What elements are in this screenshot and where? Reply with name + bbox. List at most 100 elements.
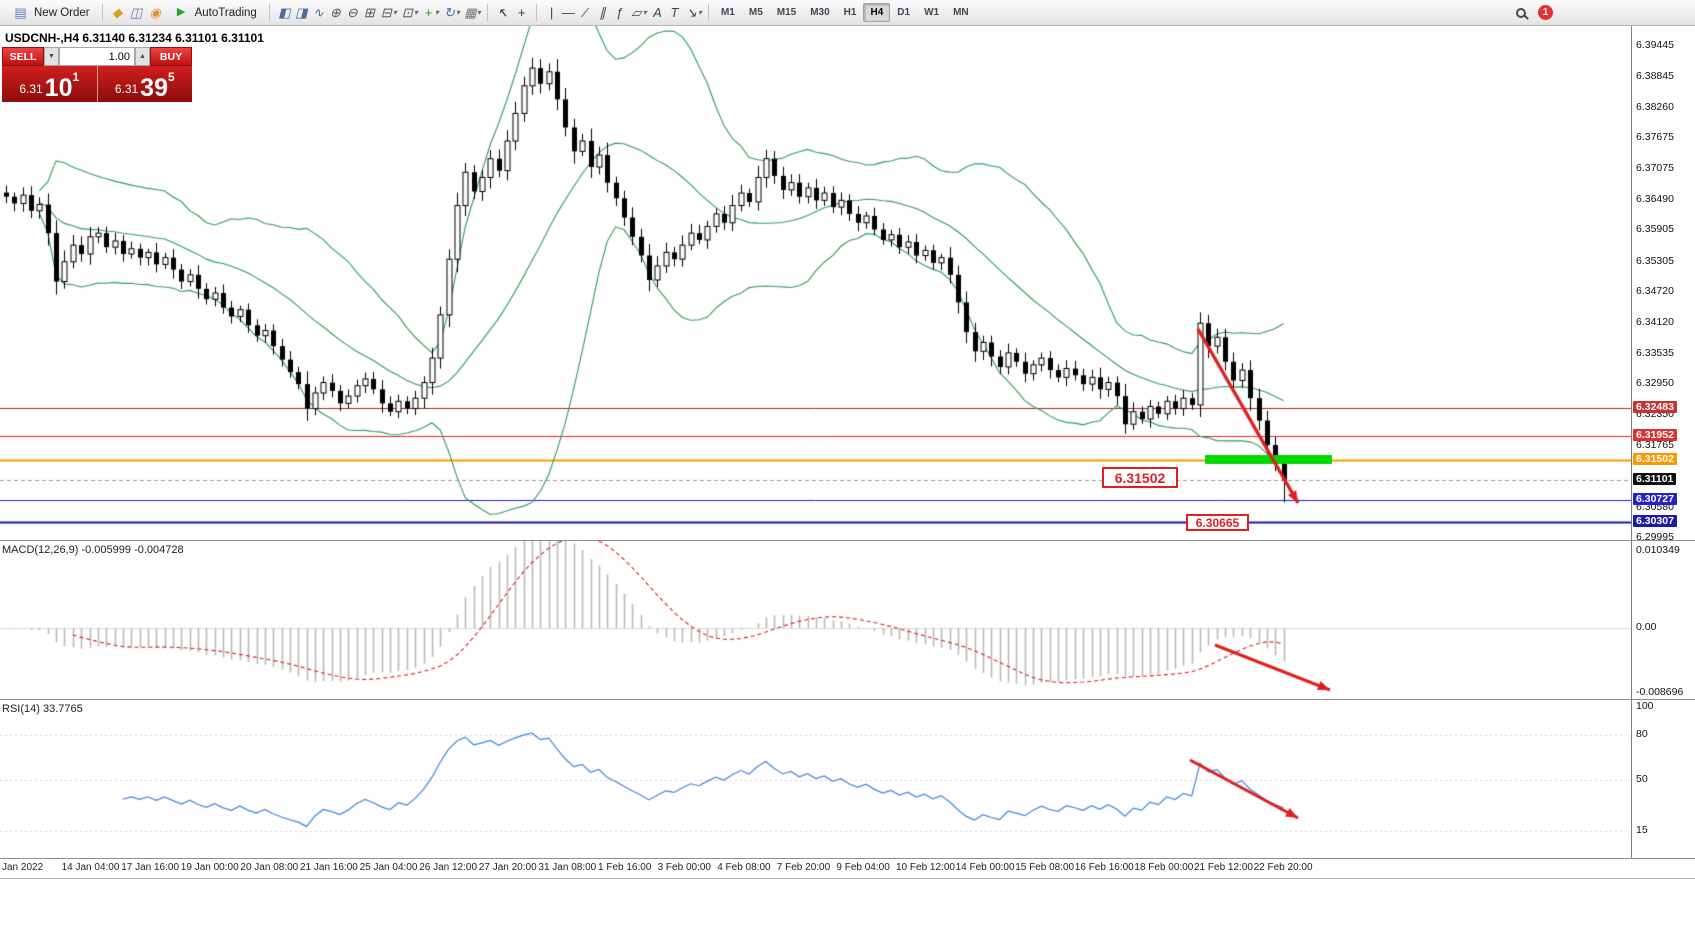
autotrading-button[interactable]: ▶ AutoTrading [165, 0, 264, 25]
timeframe-toolbar: M1 M5 M15 M30 H1 H4 D1 W1 MN [714, 3, 976, 22]
macd-plot: MACD(12,26,9) -0.005999 -0.004728 [0, 541, 1631, 699]
toolbar-separator [535, 4, 537, 21]
line-chart-icon[interactable]: ∿ [312, 5, 324, 20]
timeframe-m30[interactable]: M30 [803, 3, 836, 22]
zoom-in-icon[interactable]: ⊕ [329, 5, 341, 20]
indicators-icon[interactable]: + [424, 5, 433, 20]
axis-label: 0.00 [1636, 621, 1657, 633]
axis-label: 6.29995 [1636, 530, 1674, 543]
horizontal-line-icon[interactable]: ― [561, 5, 575, 20]
time-label: 27 Jan 20:00 [478, 862, 537, 873]
autotrading-play-icon: ▶ [176, 6, 186, 18]
track-chart-icon[interactable]: ⊡ [401, 5, 413, 20]
notifications-badge[interactable]: 1 [1538, 5, 1553, 20]
new-order-button[interactable]: ▤ New Order [4, 0, 97, 25]
periods-icon[interactable]: ↻ [443, 5, 455, 20]
time-label: 31 Jan 08:00 [538, 862, 597, 873]
main-toolbar: ▤ New Order ◆ ◫ ◉ ▶ AutoTrading ◧ ◨ ∿ [0, 0, 1695, 26]
market-watch-icon[interactable]: ◆ [112, 5, 123, 20]
auto-arrange-icon[interactable]: ⊟ [380, 5, 392, 20]
ask-prefix: 6.31 [114, 82, 139, 96]
axis-label: 6.37075 [1636, 162, 1674, 175]
volume-input[interactable] [59, 47, 135, 66]
axis-label: 6.38845 [1636, 70, 1674, 83]
community-icon[interactable]: ◉ [149, 5, 161, 20]
toolbar-quick-group: ◆ ◫ ◉ [108, 3, 165, 22]
timeframe-h1[interactable]: H1 [837, 3, 864, 22]
rsi-plot: RSI(14) 33.7765 [0, 700, 1631, 858]
time-axis[interactable]: Jan 2022 14 Jan 04:00 17 Jan 16:00 19 Jan 0… [0, 859, 1695, 879]
time-label: 1 Feb 16:00 [598, 862, 652, 873]
vertical-line-icon[interactable]: | [549, 5, 554, 20]
time-label: 20 Jan 08:00 [240, 862, 299, 873]
time-label: 18 Feb 00:00 [1134, 862, 1194, 873]
price-callout[interactable]: 6.31502 [1102, 467, 1178, 488]
axis-label: 15 [1636, 823, 1648, 836]
volume-decrease-button[interactable]: ▼ [44, 47, 59, 66]
toolbar-chart-group: ◧ ◨ ∿ ⊕ ⊖ ⊞ ⊟ ▾ ⊡ ▾ + ▾ ↻ ▾ ▦ ▾ [275, 3, 482, 22]
autotrading-label: AutoTrading [194, 6, 257, 19]
time-label: 21 Jan 16:00 [300, 862, 358, 873]
time-label: 7 Feb 20:00 [776, 862, 831, 873]
templates-icon[interactable]: ▦ [464, 5, 477, 20]
price-tag: 6.30307 [1633, 514, 1677, 527]
macd-canvas[interactable] [0, 541, 1631, 699]
axis-label: 6.37675 [1636, 131, 1674, 144]
bar-chart-icon[interactable]: ◧ [278, 5, 291, 20]
axis-label: 6.34720 [1636, 284, 1674, 297]
strategy-tester-icon[interactable]: ◫ [129, 5, 143, 20]
zoom-out-icon[interactable]: ⊖ [346, 5, 358, 20]
sell-button[interactable]: SELL [2, 47, 44, 66]
trendline-icon[interactable]: ∕ [584, 5, 587, 20]
bottom-filler [0, 879, 1695, 943]
rsi-canvas[interactable] [0, 700, 1631, 858]
time-label: 9 Feb 04:00 [836, 862, 890, 873]
toolbar-right-group: 1 [1516, 5, 1553, 20]
shapes-icon[interactable]: ▱ [631, 5, 642, 20]
trade-prices-row: 6.31 10 1 6.31 39 5 [2, 66, 192, 102]
text-label-icon[interactable]: T [670, 5, 679, 20]
price-chart-panel: USDCNH-,H4 6.31140 6.31234 6.31101 6.311… [0, 26, 1695, 543]
timeframe-m1[interactable]: M1 [714, 3, 742, 22]
arrows-tool-icon[interactable]: ↘ [685, 5, 697, 20]
axis-label: 6.35905 [1636, 223, 1674, 236]
rsi-axis[interactable]: 100 80 50 15 [1631, 700, 1695, 858]
timeframe-d1[interactable]: D1 [890, 3, 917, 22]
text-icon[interactable]: A [653, 5, 662, 20]
axis-label: 6.33535 [1636, 346, 1674, 359]
time-label: 14 Jan 04:00 [61, 862, 120, 873]
axis-label: 0.010349 [1636, 544, 1680, 556]
new-order-label: New Order [34, 6, 90, 19]
timeframe-m5[interactable]: M5 [742, 3, 770, 22]
cursor-icon[interactable]: ↖ [496, 5, 508, 20]
search-icon[interactable] [1516, 7, 1526, 18]
channel-icon[interactable]: ∥ [599, 5, 606, 20]
bid-price[interactable]: 6.31 10 1 [2, 66, 98, 102]
candlestick-chart-icon[interactable]: ◨ [295, 5, 308, 20]
timeframe-mn[interactable]: MN [946, 3, 976, 22]
time-label: 21 Feb 12:00 [1194, 862, 1253, 873]
time-label: 19 Jan 00:00 [180, 862, 239, 873]
axis-label: 6.32950 [1636, 377, 1674, 390]
time-label: 4 Feb 08:00 [717, 862, 771, 873]
ask-price[interactable]: 6.31 39 5 [98, 66, 193, 102]
price-tag: 6.31101 [1633, 473, 1677, 486]
price-axis[interactable]: 6.39445 6.38845 6.38260 6.37675 6.37075 6.364… [1631, 26, 1695, 543]
crosshair-icon[interactable]: + [517, 5, 526, 20]
volume-increase-button[interactable]: ▲ [135, 47, 150, 66]
price-chart-plot: USDCNH-,H4 6.31140 6.31234 6.31101 6.311… [0, 26, 1631, 540]
macd-label: MACD(12,26,9) -0.005999 -0.004728 [2, 544, 184, 556]
macd-axis[interactable]: 0.010349 0.00 -0.008696 [1631, 541, 1695, 699]
axis-label: 6.31765 [1636, 438, 1674, 451]
time-label: 14 Feb 00:00 [955, 862, 1015, 873]
timeframe-h4[interactable]: H4 [863, 3, 891, 22]
price-callout[interactable]: 6.30665 [1186, 514, 1249, 531]
tile-windows-icon[interactable]: ⊞ [363, 5, 375, 20]
timeframe-w1[interactable]: W1 [917, 3, 946, 22]
price-chart-canvas[interactable] [0, 26, 1631, 540]
buy-button[interactable]: BUY [150, 47, 192, 66]
fibonacci-icon[interactable]: ƒ [615, 5, 624, 20]
timeframe-m15[interactable]: M15 [770, 3, 803, 22]
